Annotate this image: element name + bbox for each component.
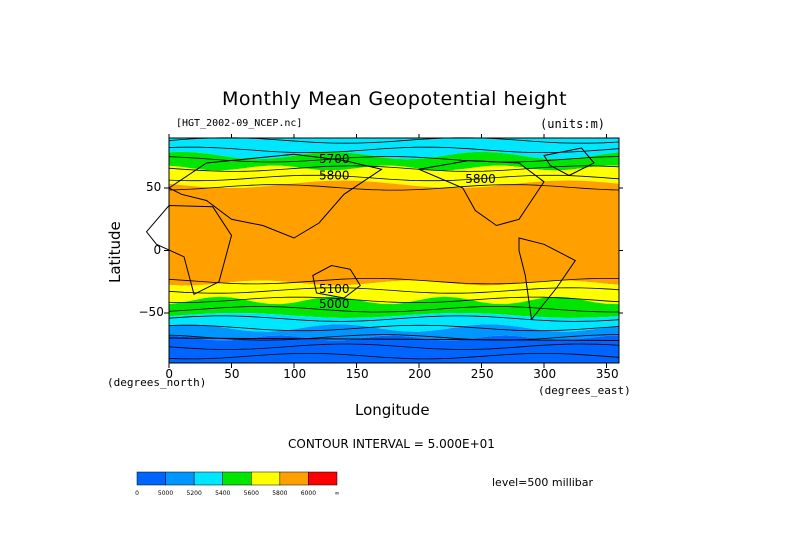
contour-line <box>168 324 620 332</box>
y-axis-title: Latitude <box>106 221 124 283</box>
level-note: level=500 millibar <box>492 476 594 489</box>
contour-label: 5100 <box>319 282 350 296</box>
contour-line <box>168 334 620 341</box>
colorbar-swatch <box>251 471 281 486</box>
x-tick-label: 300 <box>533 367 557 381</box>
coastline <box>168 153 383 239</box>
contour-line <box>168 184 620 191</box>
contour-line <box>168 287 620 294</box>
colorbar-label: 0 <box>135 490 139 497</box>
y-tick-label: 50 <box>146 180 162 194</box>
x-tick-label: 100 <box>283 367 307 381</box>
colorbar-label: 5000 <box>158 490 173 497</box>
colorbar-swatch <box>165 471 195 486</box>
contour-label: 5800 <box>465 172 496 186</box>
contour-band <box>169 165 619 188</box>
contour-line <box>168 343 620 350</box>
contour-band <box>169 296 619 318</box>
colorbar-label: 5400 <box>215 490 230 497</box>
contour-line <box>168 296 620 303</box>
colorbar-swatch <box>136 471 166 486</box>
contour-label: 5000 <box>319 297 350 311</box>
x-tick-label: 0 <box>165 367 174 381</box>
contour-line <box>168 174 620 182</box>
coastline-antarctica <box>168 337 620 341</box>
contour-interval-note: CONTOUR INTERVAL = 5.000E+01 <box>288 437 495 451</box>
y-tick-label: −50 <box>138 305 164 319</box>
contour-label: 5700 <box>319 152 350 166</box>
contour-band <box>169 324 619 341</box>
coastline <box>518 237 577 321</box>
x-tick-label: 50 <box>224 367 240 381</box>
units-label: (units:m) <box>540 117 606 131</box>
coastline <box>145 204 233 296</box>
colorbar-swatch <box>193 471 223 486</box>
contour-line <box>168 315 620 322</box>
colorbar-swatch <box>308 471 338 486</box>
contour-band <box>169 335 619 363</box>
colorbar-label: 5800 <box>272 490 287 497</box>
y-axis-unit: (degrees_north) <box>107 376 207 389</box>
contour-label: 5800 <box>319 168 350 182</box>
colorbar-swatch <box>222 471 252 486</box>
contour-line <box>168 146 620 153</box>
x-tick-label: 200 <box>408 367 432 381</box>
contour-line <box>168 306 619 313</box>
plot-title: Monthly Mean Geopotential height <box>221 88 568 110</box>
file-label: [HGT_2002-09_NCEP.nc] <box>176 118 303 129</box>
coastline <box>312 264 361 299</box>
coastline <box>417 159 545 227</box>
colorbar-label: 5600 <box>244 490 259 497</box>
contour-band <box>169 151 619 171</box>
x-tick-label: 250 <box>470 367 494 381</box>
colorbar-label: 5200 <box>187 490 202 497</box>
contour-line <box>168 353 620 360</box>
x-axis-unit: (degrees_east) <box>538 384 631 397</box>
coastline <box>543 147 595 177</box>
colorbar-label: 6000 <box>301 490 316 497</box>
contour-line <box>168 165 620 172</box>
contour-line <box>168 156 620 163</box>
contour-band <box>169 180 619 286</box>
x-tick-label: 150 <box>345 367 369 381</box>
y-tick-label: 0 <box>153 242 162 257</box>
colorbar-label: ∞ <box>335 490 340 497</box>
contour-line <box>168 278 620 285</box>
contour-band <box>169 138 619 160</box>
x-tick-label: 350 <box>595 367 619 381</box>
colorbar-swatch <box>279 471 309 486</box>
x-axis-title: Longitude <box>355 401 430 419</box>
